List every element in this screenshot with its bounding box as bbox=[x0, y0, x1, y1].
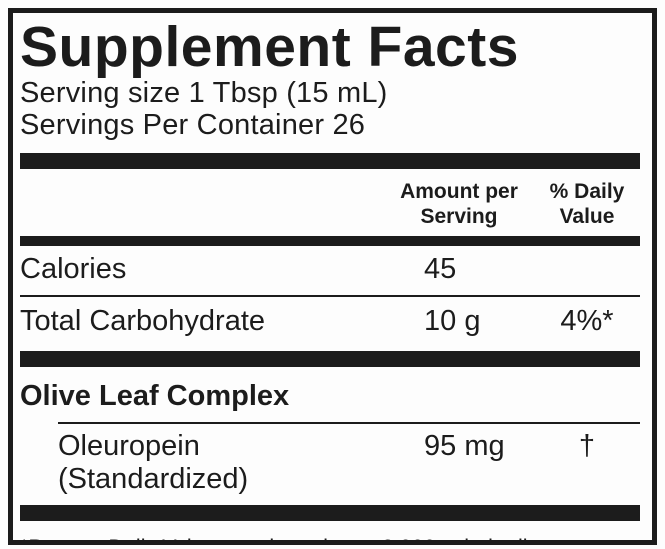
label-title: Supplement Facts bbox=[20, 15, 519, 79]
total-carbohydrate-row: Total Carbohydrate 10 g 4%* bbox=[20, 297, 640, 351]
serving-size-line: Serving size 1 Tbsp (15 mL) bbox=[20, 77, 388, 110]
footnote-percent-daily-value: *Percent Daily Values are based on a 2,0… bbox=[20, 535, 640, 540]
oleuropein-row: Oleuropein (Standardized) 95 mg † bbox=[20, 424, 640, 505]
nutrient-daily-value: 4%* bbox=[560, 305, 614, 338]
percent-daily-value-header: % Daily Value bbox=[534, 179, 640, 229]
nutrient-name: Total Carbohydrate bbox=[20, 305, 266, 338]
thick-separator-bar-bottom bbox=[20, 505, 640, 522]
dv-header-line1: % Daily bbox=[549, 180, 625, 204]
nutrient-amount: 95 mg bbox=[424, 430, 505, 463]
calories-row: Calories 45 bbox=[20, 246, 640, 298]
amount-header-line2: Serving bbox=[420, 205, 498, 229]
nutrient-amount: 10 g bbox=[424, 305, 481, 338]
servings-per-container-line: Servings Per Container 26 bbox=[20, 109, 366, 142]
sub-ingredient-divider bbox=[58, 422, 640, 425]
footnotes: *Percent Daily Values are based on a 2,0… bbox=[20, 521, 640, 540]
amount-per-serving-header: Amount per Serving bbox=[384, 179, 534, 229]
dv-header-line2: Value bbox=[559, 205, 615, 229]
olive-leaf-complex-heading: Olive Leaf Complex bbox=[20, 380, 290, 413]
thick-separator-bar-middle bbox=[20, 351, 640, 368]
nutrient-name: Oleuropein (Standardized) bbox=[58, 430, 249, 496]
nutrient-daily-value: † bbox=[578, 430, 596, 463]
column-header-row: Amount per Serving % Daily Value bbox=[20, 169, 640, 236]
amount-header-line1: Amount per bbox=[400, 180, 518, 204]
nutrient-amount: 45 bbox=[424, 253, 457, 286]
medium-separator-bar bbox=[20, 236, 640, 247]
supplement-facts-label: Supplement Facts Serving size 1 Tbsp (15… bbox=[8, 8, 657, 545]
thick-separator-bar-top bbox=[20, 153, 640, 170]
nutrient-name: Calories bbox=[20, 253, 127, 286]
